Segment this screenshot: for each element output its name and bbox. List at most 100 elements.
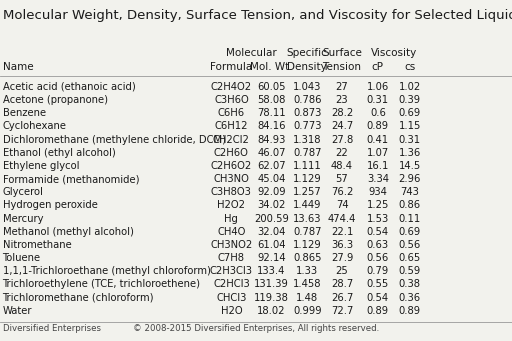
Text: 0.865: 0.865 [293,253,322,263]
Text: 76.2: 76.2 [331,187,353,197]
Text: 0.54: 0.54 [367,227,389,237]
Text: Ethanol (ethyl alcohol): Ethanol (ethyl alcohol) [3,148,115,158]
Text: C6H6: C6H6 [218,108,245,118]
Text: Dichloromethane (methylene chloride, DCM): Dichloromethane (methylene chloride, DCM… [3,134,226,145]
Text: 1.06: 1.06 [367,82,389,92]
Text: 22.1: 22.1 [331,227,353,237]
Text: 23: 23 [336,95,348,105]
Text: 57: 57 [336,174,348,184]
Text: H2O: H2O [221,306,242,316]
Text: 74: 74 [336,200,348,210]
Text: Acetone (propanone): Acetone (propanone) [3,95,108,105]
Text: 84.93: 84.93 [257,134,286,145]
Text: 934: 934 [369,187,387,197]
Text: 0.56: 0.56 [367,253,389,263]
Text: C2H6O: C2H6O [214,148,249,158]
Text: 1.129: 1.129 [293,240,322,250]
Text: Mercury: Mercury [3,213,43,223]
Text: 92.14: 92.14 [257,253,286,263]
Text: Molecular: Molecular [226,48,277,58]
Text: CH4O: CH4O [217,227,246,237]
Text: cP: cP [372,62,384,72]
Text: 1.257: 1.257 [293,187,322,197]
Text: 0.36: 0.36 [398,293,421,302]
Text: Molecular Weight, Density, Surface Tension, and Viscosity for Selected Liquids: Molecular Weight, Density, Surface Tensi… [3,9,512,21]
Text: C3H6O: C3H6O [214,95,249,105]
Text: 72.7: 72.7 [331,306,353,316]
Text: 58.08: 58.08 [257,95,286,105]
Text: 1.449: 1.449 [293,200,322,210]
Text: 0.38: 0.38 [399,279,420,289]
Text: Formula: Formula [210,62,252,72]
Text: Surface: Surface [322,48,362,58]
Text: C2HCl3: C2HCl3 [213,279,250,289]
Text: 1.043: 1.043 [293,82,322,92]
Text: Ethylene glycol: Ethylene glycol [3,161,79,171]
Text: Water: Water [3,306,32,316]
Text: C6H12: C6H12 [215,121,248,131]
Text: 62.07: 62.07 [257,161,286,171]
Text: 0.65: 0.65 [398,253,421,263]
Text: Toluene: Toluene [3,253,40,263]
Text: 0.773: 0.773 [293,121,322,131]
Text: 3.34: 3.34 [367,174,389,184]
Text: Nitromethane: Nitromethane [3,240,71,250]
Text: 1.458: 1.458 [293,279,322,289]
Text: C2H3Cl3: C2H3Cl3 [210,266,253,276]
Text: Density: Density [287,62,327,72]
Text: Acetic acid (ethanoic acid): Acetic acid (ethanoic acid) [3,82,135,92]
Text: 0.69: 0.69 [398,108,421,118]
Text: C2H4O2: C2H4O2 [211,82,252,92]
Text: 60.05: 60.05 [257,82,286,92]
Text: 14.5: 14.5 [398,161,421,171]
Text: CH3NO: CH3NO [214,174,249,184]
Text: 78.11: 78.11 [257,108,286,118]
Text: 36.3: 36.3 [331,240,353,250]
Text: 0.11: 0.11 [398,213,421,223]
Text: 1.25: 1.25 [367,200,389,210]
Text: 0.89: 0.89 [367,121,389,131]
Text: 24.7: 24.7 [331,121,353,131]
Text: Name: Name [3,62,33,72]
Text: 27.9: 27.9 [331,253,353,263]
Text: 27.8: 27.8 [331,134,353,145]
Text: 0.54: 0.54 [367,293,389,302]
Text: Formamide (methanomide): Formamide (methanomide) [3,174,139,184]
Text: 13.63: 13.63 [293,213,322,223]
Text: 26.7: 26.7 [331,293,353,302]
Text: 34.02: 34.02 [257,200,286,210]
Text: 0.56: 0.56 [398,240,421,250]
Text: 0.787: 0.787 [293,227,322,237]
Text: Diversified Enterprises: Diversified Enterprises [3,324,100,333]
Text: Cyclohexane: Cyclohexane [3,121,67,131]
Text: 1.15: 1.15 [398,121,421,131]
Text: cs: cs [404,62,415,72]
Text: Mol. Wt.: Mol. Wt. [250,62,293,72]
Text: 0.89: 0.89 [398,306,421,316]
Text: 27: 27 [336,82,348,92]
Text: 1.33: 1.33 [296,266,318,276]
Text: 0.69: 0.69 [398,227,421,237]
Text: 28.2: 28.2 [331,108,353,118]
Text: © 2008-2015 Diversified Enterprises, All rights reserved.: © 2008-2015 Diversified Enterprises, All… [133,324,379,333]
Text: 0.79: 0.79 [367,266,389,276]
Text: 0.31: 0.31 [398,134,421,145]
Text: Methanol (methyl alcohol): Methanol (methyl alcohol) [3,227,134,237]
Text: 0.787: 0.787 [293,148,322,158]
Text: 131.39: 131.39 [254,279,289,289]
Text: 1,1,1-Trichloroethane (methyl chloroform): 1,1,1-Trichloroethane (methyl chloroform… [3,266,210,276]
Text: 84.16: 84.16 [257,121,286,131]
Text: Hydrogen peroxide: Hydrogen peroxide [3,200,97,210]
Text: 45.04: 45.04 [257,174,286,184]
Text: 1.129: 1.129 [293,174,322,184]
Text: 133.4: 133.4 [257,266,286,276]
Text: 25: 25 [336,266,348,276]
Text: 0.786: 0.786 [293,95,322,105]
Text: Hg: Hg [224,213,239,223]
Text: 1.07: 1.07 [367,148,389,158]
Text: 0.31: 0.31 [367,95,389,105]
Text: 46.07: 46.07 [257,148,286,158]
Text: 474.4: 474.4 [328,213,356,223]
Text: Tension: Tension [323,62,361,72]
Text: 1.36: 1.36 [398,148,421,158]
